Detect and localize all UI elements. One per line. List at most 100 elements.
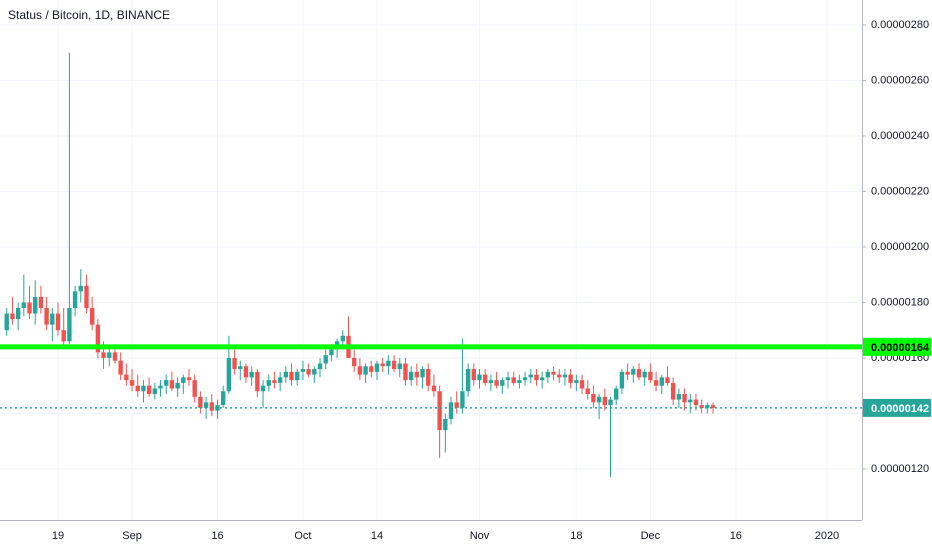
axes: 0.000001200.000001400.000001600.00000180… [52,19,931,542]
candle-body [340,335,345,342]
candle-body [596,396,602,403]
candle-body [545,371,551,378]
candle-body [408,371,414,381]
candle-body [243,366,249,378]
candle-body [61,330,66,342]
candle-body [397,363,402,370]
candle-body [579,380,585,389]
candle-body [249,371,254,378]
candle-body [363,366,368,375]
y-tick-label: 0.00000120 [871,463,929,475]
candle-body [175,382,180,389]
candle-body [226,357,232,392]
candle-body [551,371,556,375]
candle-body [266,380,271,386]
candle-body [608,399,613,406]
candle-body [688,399,693,403]
candle-body [488,380,494,383]
candle-body [574,380,579,383]
candle-body [460,391,465,408]
candle-body [277,377,283,383]
candle-body [557,374,562,378]
y-tick-label: 0.00000260 [871,74,929,86]
plot-area [0,52,862,478]
candle-body [585,388,590,395]
price-label: 0.00000164 [871,342,930,354]
candle-body [50,313,55,325]
candle-body [15,308,21,320]
candle-body [642,371,647,378]
candle-body [4,313,9,331]
candle-body [192,380,197,397]
candle-body [215,405,220,411]
candle-body [454,402,459,408]
x-tick-label: 14 [371,530,383,542]
candle-body [431,385,437,392]
candle-body [152,388,158,395]
candle-body [602,396,608,406]
candle-body [141,385,146,392]
candle-body [386,360,391,367]
candle-body [186,377,192,381]
candle-body [101,352,106,358]
candle-body [181,377,186,383]
candle-body [670,382,676,400]
candle-body [95,324,101,353]
y-tick-label: 0.00000220 [871,185,929,197]
candle-body [659,377,664,386]
candle-body [283,371,289,378]
candle-body [420,369,425,378]
candle-body [158,385,163,389]
candle-body [568,374,573,383]
y-tick-label: 0.00000280 [871,19,929,31]
candle-body [528,374,533,378]
candle-body [426,369,431,386]
x-tick-label: Oct [294,530,311,542]
candle-body [357,366,363,375]
x-tick-label: 16 [730,530,742,542]
candle-body [517,380,522,383]
candle-body [693,399,699,406]
candle-body [448,402,454,419]
candle-body [471,369,477,381]
candle-body [146,385,152,395]
x-tick-label: 2020 [815,530,839,542]
candle-body [295,371,300,381]
price-label-box [863,337,931,356]
candle-body [67,308,72,342]
candle-body [118,360,123,375]
candle-body [494,380,499,386]
candle-body [169,380,175,389]
candle-body [203,402,209,408]
candle-body [323,355,328,364]
candle-body [403,363,408,381]
candle-body [380,363,385,367]
candle-body [374,363,380,372]
candle-body [33,296,38,314]
candle-body [260,385,266,392]
candle-body [562,374,568,378]
candle-body [164,380,169,386]
candle-body [317,363,323,370]
candle-body [676,394,682,400]
candle-body [44,308,49,325]
candle-body [648,371,653,381]
x-tick-label: 16 [211,530,223,542]
candle-body [72,291,78,309]
candle-body [300,369,306,372]
candle-body [483,374,488,383]
candle-body [255,371,260,392]
candle-body [437,391,442,431]
candle-body [665,377,670,383]
candle-body [351,357,357,367]
candle-body [129,380,135,386]
price-label-box [863,398,931,417]
x-tick-label: Sep [122,530,142,542]
candle-body [699,405,704,408]
candle-body [477,374,482,381]
x-tick-label: 18 [570,530,582,542]
y-tick-label: 0.00000240 [871,130,929,142]
candle-body [414,371,420,378]
